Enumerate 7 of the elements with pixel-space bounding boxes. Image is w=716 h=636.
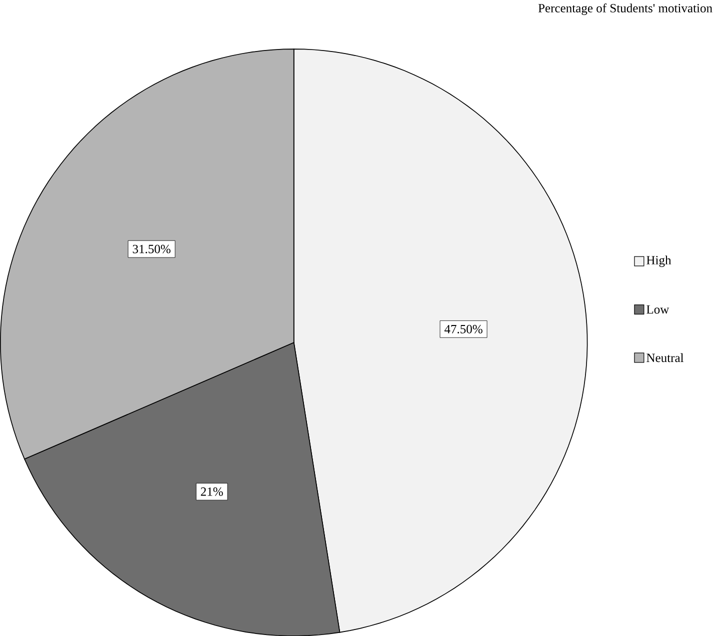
chart-title: Percentage of Students' motivation <box>538 3 712 15</box>
slice-label: High <box>646 255 672 267</box>
data-label: 21% <box>200 487 223 496</box>
legend-label: Neutral <box>646 353 684 362</box>
legend-label: Low <box>646 305 670 314</box>
data-label: 47.50% <box>444 324 482 334</box>
data-label: 31.50% <box>132 244 170 254</box>
